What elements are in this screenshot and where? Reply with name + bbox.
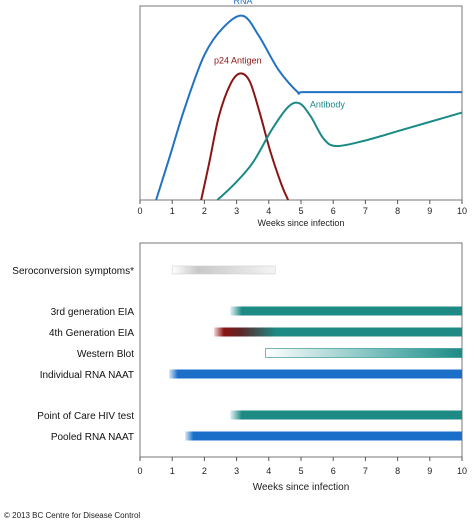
range-bar-point-of-care-hiv-test — [230, 410, 462, 420]
top-x-tick-label: 6 — [331, 206, 336, 216]
bottom-x-tick-label: 6 — [331, 466, 336, 476]
range-bar-individual-rna-naat — [168, 369, 463, 379]
row-label-seroconversion-symptoms: Seroconversion symptoms* — [12, 266, 134, 277]
bottom-x-tick-label: 10 — [457, 466, 467, 476]
bottom-x-tick-label: 4 — [266, 466, 271, 476]
row-label-3rd-generation-eia: 3rd generation EIA — [51, 307, 135, 318]
row-label-western-blot: Western Blot — [77, 349, 134, 360]
top-x-tick-label: 7 — [363, 206, 368, 216]
bottom-x-tick-label: 5 — [298, 466, 303, 476]
bottom-x-tick-label: 2 — [202, 466, 207, 476]
top-series-group: RNA p24 Antigen Antibody — [155, 0, 463, 201]
top-x-tick-label: 3 — [234, 206, 239, 216]
top-x-tick-label: 8 — [395, 206, 400, 216]
top-x-tick-label: 10 — [457, 206, 467, 216]
range-bar-4th-generation-eia — [214, 327, 462, 337]
row-label-point-of-care-hiv-test: Point of Care HIV test — [37, 411, 134, 422]
bottom-x-tick-label: 0 — [137, 466, 142, 476]
row-label-pooled-rna-naat: Pooled RNA NAAT — [51, 432, 134, 443]
top-x-ticks: 0 1 2 3 4 5 6 7 8 9 10 — [137, 200, 467, 216]
bottom-x-tick-label: 3 — [234, 466, 239, 476]
series-label-rna: RNA — [234, 0, 253, 6]
top-x-tick-label: 4 — [266, 206, 271, 216]
series-line-p24-antigen — [200, 72, 290, 201]
top-x-axis-title: Weeks since infection — [258, 218, 345, 228]
series-label-antibody: Antibody — [310, 99, 346, 109]
range-bar-western-blot — [265, 348, 463, 358]
range-bar-pooled-rna-naat — [185, 431, 462, 441]
bottom-chart: Seroconversion symptoms* 3rd generation E… — [12, 242, 467, 493]
range-bar-3rd-generation-eia — [230, 306, 462, 316]
bottom-x-axis-title: Weeks since infection — [253, 482, 350, 493]
bottom-rows-group: Seroconversion symptoms* 3rd generation E… — [12, 265, 463, 443]
bottom-x-tick-label: 1 — [170, 466, 175, 476]
range-bar-seroconversion-symptoms — [171, 265, 276, 275]
bottom-x-ticks: 0 1 2 3 4 5 6 7 8 9 10 — [137, 457, 467, 476]
top-x-tick-label: 2 — [202, 206, 207, 216]
top-x-tick-label: 0 — [137, 206, 142, 216]
row-label-individual-rna-naat: Individual RNA NAAT — [40, 370, 134, 381]
series-line-antibody — [216, 101, 463, 201]
series-label-p24-antigen: p24 Antigen — [214, 56, 262, 66]
top-x-tick-label: 9 — [427, 206, 432, 216]
top-chart: 0 1 2 3 4 5 6 7 8 9 10 RNA p24 Antigen Antibody Week… — [137, 0, 467, 228]
copyright-text: © 2013 BC Centre for Disease Control — [4, 511, 141, 520]
top-x-tick-label: 1 — [170, 206, 175, 216]
top-plot-frame — [139, 5, 463, 201]
row-label-4th-generation-eia: 4th Generation EIA — [49, 328, 134, 339]
top-x-tick-label: 5 — [298, 206, 303, 216]
bottom-x-tick-label: 9 — [427, 466, 432, 476]
bottom-x-tick-label: 7 — [363, 466, 368, 476]
bottom-x-tick-label: 8 — [395, 466, 400, 476]
series-line-rna — [155, 14, 462, 201]
